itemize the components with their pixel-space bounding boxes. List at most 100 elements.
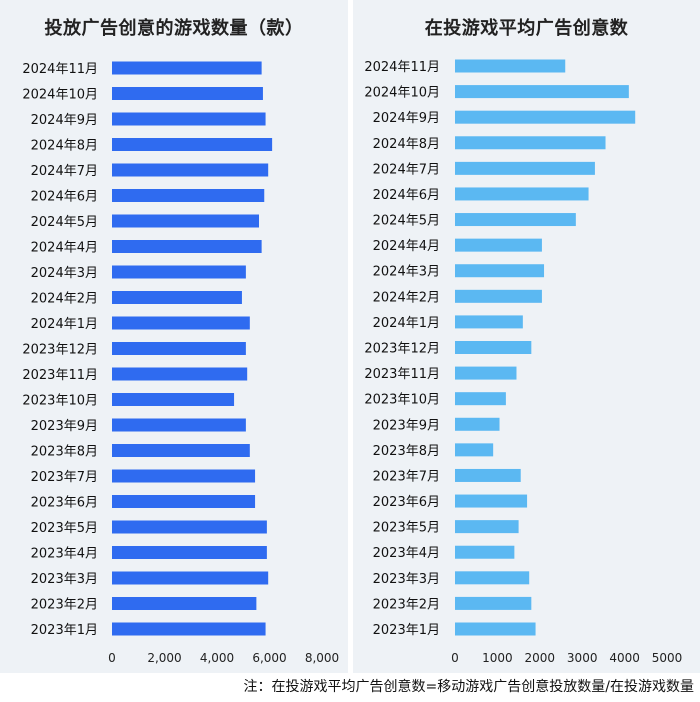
right-bar	[455, 341, 532, 354]
left-bar	[112, 163, 269, 177]
right-bar	[455, 264, 545, 278]
left-bar	[112, 622, 266, 636]
right-category-label: 2023年2月	[373, 597, 440, 612]
left-category-label: 2023年6月	[31, 496, 98, 511]
left-bar	[112, 138, 273, 151]
left-chart-panel: 投放广告创意的游戏数量（款） 2024年11月 2024年10月 2024年9月 20…	[0, 0, 348, 673]
left-category-label: 2024年5月	[31, 215, 98, 230]
right-category-label: 2023年6月	[373, 495, 440, 510]
left-x-tick-label: 6,000	[252, 651, 286, 665]
left-category-label: 2023年1月	[31, 623, 98, 638]
left-category-label: 2024年3月	[31, 266, 98, 281]
footnote: 注：在投游戏平均广告创意数=移动游戏广告创意投放数量/在投游戏数量	[243, 679, 694, 695]
left-category-label: 2024年11月	[22, 62, 98, 77]
left-bar	[112, 87, 263, 100]
right-bar	[455, 468, 521, 482]
right-category-label: 2023年7月	[373, 469, 440, 484]
left-bar	[112, 393, 235, 406]
right-bar	[455, 366, 517, 380]
right-x-tick-label: 5000	[652, 651, 683, 665]
right-bar-chart: 2024年11月 2024年10月 2024年9月 2024年8月 2024年7月 202…	[364, 59, 683, 665]
right-bar	[455, 187, 589, 201]
right-category-label: 2023年4月	[373, 546, 440, 561]
right-bar	[455, 622, 536, 636]
right-bar	[455, 545, 515, 559]
left-category-label: 2024年7月	[31, 164, 98, 179]
left-category-label: 2024年6月	[31, 190, 98, 205]
left-category-label: 2023年3月	[31, 572, 98, 587]
right-category-label: 2023年10月	[364, 393, 440, 408]
right-category-label: 2024年7月	[373, 162, 440, 177]
right-category-label: 2024年9月	[373, 111, 440, 126]
left-bar	[112, 597, 257, 610]
left-bar	[112, 265, 246, 279]
right-category-label: 2024年6月	[373, 188, 440, 203]
left-category-label: 2023年12月	[22, 343, 98, 358]
right-category-label: 2023年5月	[373, 521, 440, 536]
right-bar	[455, 59, 566, 73]
left-bar	[112, 520, 267, 534]
left-category-label: 2023年9月	[31, 419, 98, 434]
right-category-label: 2024年2月	[373, 290, 440, 305]
left-bar	[112, 214, 259, 228]
left-category-label: 2023年8月	[31, 445, 98, 460]
right-x-tick-label: 3000	[567, 651, 598, 665]
left-category-label: 2023年2月	[31, 598, 98, 613]
left-bar	[112, 189, 265, 202]
right-x-tick-label: 4000	[609, 651, 640, 665]
right-category-label: 2024年4月	[373, 239, 440, 254]
left-bar	[112, 291, 242, 304]
left-category-label: 2024年4月	[31, 241, 98, 256]
left-bar	[112, 444, 250, 457]
left-category-label: 2024年10月	[22, 88, 98, 103]
right-category-label: 2023年12月	[364, 342, 440, 357]
right-bar	[455, 417, 500, 431]
right-bar	[455, 85, 629, 99]
left-bar	[112, 367, 248, 381]
left-category-label: 2023年4月	[31, 547, 98, 562]
right-category-label: 2024年3月	[373, 265, 440, 280]
right-bar	[455, 494, 528, 508]
right-category-label: 2023年11月	[364, 367, 440, 382]
left-chart-title: 投放广告创意的游戏数量（款）	[44, 18, 304, 39]
left-bar	[112, 112, 266, 126]
left-x-tick-label: 8,000	[305, 651, 339, 665]
right-bar	[455, 213, 576, 227]
left-category-label: 2023年7月	[31, 470, 98, 485]
right-bar	[455, 596, 532, 610]
right-category-label: 2024年1月	[373, 316, 440, 331]
right-bar	[455, 571, 530, 585]
right-bar	[455, 136, 606, 150]
right-bar	[455, 289, 542, 303]
left-bar	[112, 240, 262, 253]
right-category-label: 2024年8月	[373, 137, 440, 152]
left-bar	[112, 469, 256, 483]
left-category-label: 2024年9月	[31, 113, 98, 128]
right-category-label: 2024年11月	[364, 60, 440, 75]
right-bar	[455, 238, 542, 252]
left-bar	[112, 571, 269, 585]
left-category-label: 2024年8月	[31, 139, 98, 154]
left-bar	[112, 418, 246, 432]
left-bar	[112, 61, 262, 75]
right-chart-panel: 在投游戏平均广告创意数 2024年11月 2024年10月 2024年9月 2024年…	[353, 0, 700, 673]
right-x-tick-label: 1000	[482, 651, 513, 665]
right-category-label: 2023年3月	[373, 572, 440, 587]
left-bar	[112, 316, 250, 330]
left-bar	[112, 495, 256, 508]
right-bar	[455, 392, 506, 406]
left-category-label: 2023年10月	[22, 394, 98, 409]
right-bar	[455, 161, 595, 175]
right-category-label: 2024年5月	[373, 214, 440, 229]
left-category-label: 2023年11月	[22, 368, 98, 383]
right-chart-title: 在投游戏平均广告创意数	[424, 18, 629, 39]
left-x-tick-label: 0	[108, 651, 116, 665]
left-category-label: 2024年1月	[31, 317, 98, 332]
left-category-label: 2024年2月	[31, 292, 98, 307]
left-bar-chart: 2024年11月 2024年10月 2024年9月 2024年8月 2024年7月 202…	[22, 61, 339, 665]
left-bar	[112, 546, 267, 559]
right-bar	[455, 315, 523, 329]
left-category-label: 2023年5月	[31, 521, 98, 536]
left-x-tick-label: 2,000	[147, 651, 181, 665]
left-bar	[112, 342, 246, 355]
